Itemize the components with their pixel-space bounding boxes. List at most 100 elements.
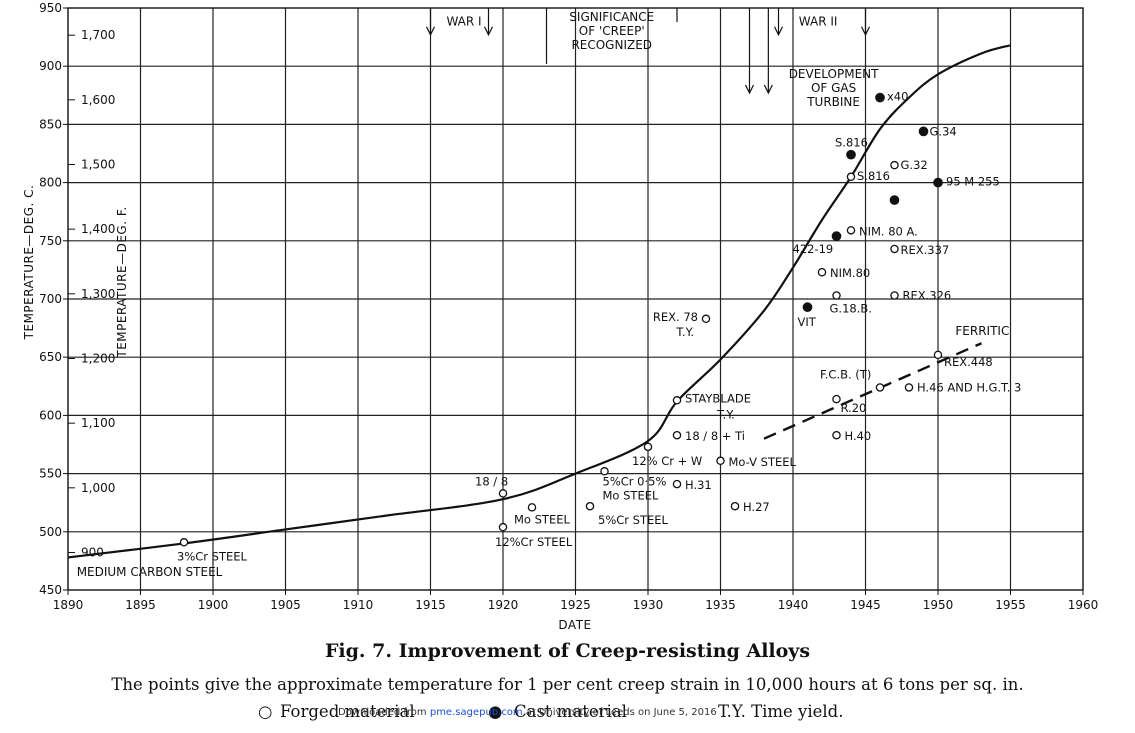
point-label: REX.337 [901, 243, 950, 257]
significance-label: SIGNIFICANCE [569, 10, 654, 24]
y-tick-label: 650 [39, 350, 62, 364]
point-label: T.Y. [675, 325, 694, 339]
cast-point [889, 195, 900, 205]
forged-point [730, 501, 740, 511]
download-prefix: Downloaded from [338, 707, 430, 718]
f-tick-label: 1,700 [81, 28, 115, 42]
forged-point [498, 522, 508, 532]
forged-point [890, 244, 899, 254]
forged-point [832, 394, 841, 404]
y-tick-label: 600 [39, 408, 62, 422]
forged-point [672, 430, 682, 440]
y-tick-label: 750 [39, 234, 62, 248]
ferritic-label: FERRITIC [955, 324, 1009, 338]
point-label: G.32 [901, 158, 928, 172]
forged-point [933, 350, 943, 360]
x-tick-label: 1960 [1068, 598, 1099, 612]
point-label: 95 M 255 [946, 175, 1000, 189]
point-label: VIT [798, 315, 817, 329]
figure-title: Fig. 7. Improvement of Creep-resisting A… [324, 640, 811, 662]
forged-point [817, 267, 827, 277]
legend-cast-label: Cast material [514, 702, 627, 721]
war1-start-arrow-head [425, 26, 436, 37]
legend-cast-symbol: ● [488, 702, 503, 721]
forged-point [904, 383, 914, 392]
forged-point [701, 314, 711, 324]
y-tick-label: 550 [39, 467, 62, 481]
x-tick-label: 1925 [560, 598, 591, 612]
x-tick-label: 1935 [705, 598, 736, 612]
grid [68, 8, 1083, 590]
x-tick-label: 1910 [343, 598, 374, 612]
point-label: NIM.80 [830, 266, 870, 280]
point-label: REX.448 [944, 355, 993, 369]
x-tick-label: 1940 [778, 598, 809, 612]
forged-point [585, 501, 595, 511]
cast-point [933, 177, 943, 188]
point-label: 12%Cr STEEL [495, 535, 573, 549]
x-tick-label: 1915 [415, 598, 446, 612]
forged-point [672, 479, 682, 489]
point-label: H.40 [845, 429, 872, 443]
significance-label: RECOGNIZED [571, 38, 652, 52]
chart: 1890 1895 1900 1905 1910 1915 1920 1925 1930 1935… [22, 1, 1099, 632]
y-tick-label: 950 [39, 1, 62, 15]
forged-point [527, 503, 537, 512]
point-label: NIM. 80 A. [859, 224, 918, 238]
y-tick-label: 900 [39, 59, 62, 73]
point-label: T.Y. [716, 407, 735, 421]
cast-point [875, 92, 885, 103]
point-label: 18 / 8 + Ti [685, 429, 745, 443]
forged-point [179, 538, 189, 547]
significance-label: OF 'CREEP' [579, 24, 645, 38]
y-tick-label: 450 [39, 583, 62, 597]
f-tick-label: 1,600 [81, 93, 115, 107]
legend-forged-symbol: ○ [258, 702, 273, 721]
point-label: x40 [887, 90, 908, 104]
y-tick-label: 500 [39, 525, 62, 539]
point-label: Mo STEEL [514, 512, 570, 526]
point-label: H.27 [743, 500, 770, 514]
data-points [179, 92, 943, 547]
legend: ○ Forged material ● Cast material T.Y. T… [258, 702, 898, 728]
x-tick-label: 1945 [850, 598, 881, 612]
gas-turbine-label: TURBINE [806, 95, 860, 109]
gas-turbine-label: DEVELOPMENT [789, 67, 879, 81]
war2-end-arrow-head [860, 26, 871, 37]
war1-label: WAR I [446, 14, 481, 28]
annotations: MEDIUM CARBON STEEL FERRITIC [77, 324, 1010, 579]
point-label: STAYBLADE [685, 391, 751, 405]
gas-turbine-arrow-1-head [744, 84, 755, 95]
legend-forged-label: Forged material [280, 702, 415, 721]
x-tick-label: 1955 [995, 598, 1026, 612]
forged-point [716, 456, 725, 466]
forged-point [890, 291, 899, 300]
f-tick-label: 1,500 [81, 157, 115, 171]
forged-point [875, 383, 885, 392]
forged-point [600, 467, 609, 476]
y-tick-label: 850 [39, 117, 62, 131]
figure-subtitle: The points give the approximate temperat… [111, 675, 1024, 694]
war2-start-arrow-head [773, 26, 784, 37]
y-axis-title-fahrenheit: TEMPERATURE—DEG. F. [115, 206, 129, 358]
cast-point [846, 149, 856, 160]
ferritic-line [763, 342, 982, 440]
x-tick-label: 1890 [53, 598, 84, 612]
f-tick-label: 1,400 [81, 222, 115, 236]
trend-curve [67, 44, 1011, 559]
medium-carbon-steel-label: MEDIUM CARBON STEEL [77, 565, 223, 579]
point-label: H.31 [685, 478, 712, 492]
point-label: 18 / 8 [475, 474, 508, 488]
cast-point [831, 231, 842, 241]
forged-point [498, 489, 508, 498]
gas-turbine-arrow-2-head [763, 84, 773, 95]
x-tick-label: 1895 [125, 598, 156, 612]
download-suffix: at University of Leeds on June 5, 2016 [522, 707, 717, 718]
forged-point [846, 172, 856, 182]
point-label: 5%Cr STEEL [598, 513, 669, 527]
point-label: G.34 [930, 124, 957, 138]
download-link[interactable]: pme.sagepub.com [429, 707, 523, 718]
point-label: 12% Cr + W [632, 454, 702, 468]
